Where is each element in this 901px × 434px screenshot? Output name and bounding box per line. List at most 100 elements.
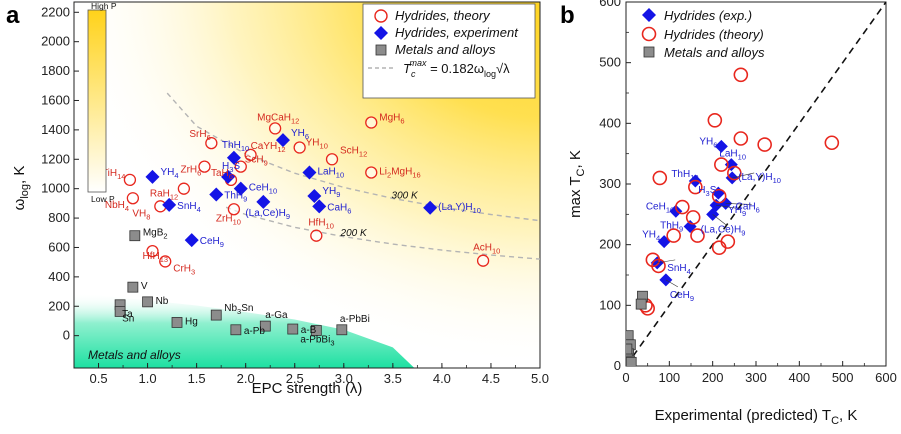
b-point-label-thh: ThH10 bbox=[671, 169, 698, 182]
metals-and-alloys-marker-9 bbox=[287, 323, 299, 335]
point-label-rah: RaH12 bbox=[150, 189, 178, 202]
x-tick-label-b: 200 bbox=[702, 370, 724, 385]
point-label-ceh: CeH9 bbox=[200, 236, 224, 249]
hydrides-theory-b-marker-11 bbox=[690, 228, 705, 243]
x-tick-label: 4.0 bbox=[433, 371, 451, 386]
tc-curve-300-k bbox=[166, 92, 540, 222]
point-label-hfh: HfH10 bbox=[308, 218, 334, 231]
legend-diamond-icon bbox=[374, 26, 388, 40]
hydrides-theory-b-marker-15 bbox=[651, 258, 666, 274]
legend-b-metals: Metals and alloys bbox=[664, 45, 765, 60]
point-label-snh: SnH4 bbox=[177, 201, 201, 214]
legend-b-open-circle-icon bbox=[641, 26, 657, 42]
legend-a-theory: Hydrides, theory bbox=[395, 8, 491, 23]
point-label-v: V bbox=[141, 281, 148, 292]
y-axis-ticks-b: 0 100 200 300 400 500 600 bbox=[599, 0, 631, 373]
point-label-mgb: MgB2 bbox=[143, 228, 168, 241]
curve-labels: 300 K 200 K bbox=[340, 190, 419, 239]
point-label-a-pbbi: a-PbBi bbox=[340, 314, 370, 325]
b-point-label-yh: YH4 bbox=[642, 230, 660, 243]
hydrides-theory-marker-16 bbox=[365, 116, 378, 129]
label-leader-line bbox=[732, 172, 755, 179]
y-tick-label-b: 100 bbox=[599, 297, 621, 312]
b-point-label-snh: SnH4 bbox=[667, 263, 691, 276]
point-label-vh: VH8 bbox=[132, 208, 150, 221]
metals-and-alloys-b-marker-8 bbox=[626, 356, 637, 366]
b-point-label-ceh: CeH9 bbox=[670, 290, 694, 303]
hydrides-experiment-marker-9 bbox=[302, 165, 317, 180]
metals-and-alloys-marker-4 bbox=[114, 306, 126, 317]
y-tick-label: 1800 bbox=[41, 63, 70, 78]
b-point-label-la-y-h: (La,Y)H10 bbox=[738, 172, 781, 185]
hydrides-theory-b-marker-6 bbox=[652, 170, 668, 186]
hydrides-experiment-marker-11 bbox=[312, 199, 327, 214]
point-label-mgcah: MgCaH12 bbox=[257, 112, 299, 125]
label-leader-line bbox=[657, 259, 676, 264]
point-label-nb: Nb3Sn bbox=[224, 303, 253, 316]
metals-and-alloys-marker-6 bbox=[210, 309, 222, 321]
y-tick-label: 0 bbox=[63, 328, 70, 343]
point-label-zrh: ZrH10 bbox=[216, 213, 241, 226]
metals-and-alloys-marker-1 bbox=[127, 281, 139, 293]
metals-region-label: Metals and alloys bbox=[88, 348, 181, 362]
legend-b-theory: Hydrides (theory) bbox=[664, 27, 764, 42]
y-tick-label-b: 600 bbox=[599, 0, 621, 9]
metals-and-alloys-b-marker-1 bbox=[635, 298, 647, 310]
hydrides-theory-marker-17 bbox=[365, 166, 378, 179]
point-label-tih: TiH14 bbox=[102, 168, 126, 181]
point-label-yh: YH9 bbox=[322, 186, 340, 199]
tc-curve-200-k bbox=[225, 206, 540, 260]
legend-a-formula: Tcmax = 0.182ωlog√λ bbox=[403, 58, 510, 79]
hydrides-exp-b-marker-1 bbox=[724, 158, 738, 172]
x-tick-label: 2.0 bbox=[237, 371, 255, 386]
panel-b-markers bbox=[626, 67, 840, 366]
point-label-nb: Nb bbox=[156, 296, 169, 307]
legend-b-diamond-icon bbox=[642, 8, 656, 22]
metals-and-alloys-b-marker-9 bbox=[626, 343, 633, 355]
panel-a-chart: 300 K 200 K 0.5 1.0 1.5 2.0 2.5 3.0 3.5 4.0 4.5 5.… bbox=[6, 1, 549, 397]
metals-region bbox=[74, 293, 415, 368]
x-tick-label: 0.5 bbox=[89, 371, 107, 386]
x-tick-label-b: 100 bbox=[658, 370, 680, 385]
hydrides-theory-b-marker-9 bbox=[675, 199, 690, 215]
hydrides-theory-marker-13 bbox=[293, 141, 306, 154]
hydrides-experiment-marker-12 bbox=[423, 200, 438, 215]
y-tick-label: 1400 bbox=[41, 122, 70, 137]
colorbar-top-label: High P bbox=[91, 1, 117, 11]
b-point-label-yh: YH6 bbox=[699, 136, 717, 149]
b-point-label-la-ce-h: (La,Ce)H9 bbox=[701, 224, 746, 237]
hydrides-theory-marker-1 bbox=[126, 192, 140, 205]
b-point-label-ceh: CeH10 bbox=[646, 201, 674, 214]
hydrides-theory-b-marker-3 bbox=[757, 137, 772, 152]
x-tick-label-b: 400 bbox=[788, 370, 810, 385]
legend-b-exp: Hydrides (exp.) bbox=[664, 8, 752, 23]
b-point-label-h: H3S bbox=[698, 185, 716, 198]
panel-a-ylabel: ωlog, K bbox=[11, 166, 31, 211]
point-label-a-pb: a-Pb bbox=[244, 326, 266, 337]
hydrides-theory-marker-14 bbox=[310, 229, 323, 242]
x-tick-label: 3.0 bbox=[335, 371, 353, 386]
hydrides-theory-marker-3 bbox=[146, 244, 159, 258]
hydrides-experiment-marker-10 bbox=[307, 189, 322, 204]
hydrides-theory-marker-11 bbox=[244, 148, 257, 162]
point-label-tah: TaH6 bbox=[211, 168, 233, 181]
hydrides-theory-marker-10 bbox=[234, 160, 247, 173]
point-label-yh: YH6 bbox=[291, 128, 309, 141]
hydrides-theory-b-marker-10 bbox=[666, 228, 681, 243]
hydrides-theory-marker-4 bbox=[159, 255, 172, 268]
hydrides-theory-marker-0 bbox=[123, 173, 137, 187]
b-point-label-thh: ThH9 bbox=[660, 220, 683, 233]
hydrides-experiment-marker-2 bbox=[184, 233, 199, 248]
hydrides-experiment-marker-3 bbox=[209, 187, 224, 202]
curve-label-300-k: 300 K bbox=[392, 190, 419, 201]
point-label-thh: ThH9 bbox=[224, 191, 247, 204]
panel-a-frame bbox=[73, 1, 541, 369]
panel-b-chart: 0 100 200 300 400 500 600 0100200300400500600 … bbox=[560, 0, 897, 427]
x-tick-label-b: 0 bbox=[622, 370, 629, 385]
legend-a-experiment: Hydrides, experiment bbox=[395, 25, 519, 40]
x-tick-label-b: 300 bbox=[745, 370, 767, 385]
hydrides-theory-b-marker-19 bbox=[685, 210, 701, 225]
y-tick-label-b: 400 bbox=[599, 115, 621, 130]
hydrides-theory-b-marker-1 bbox=[707, 113, 723, 128]
panel-a-xlabel: EPC strength (λ) bbox=[252, 380, 363, 397]
